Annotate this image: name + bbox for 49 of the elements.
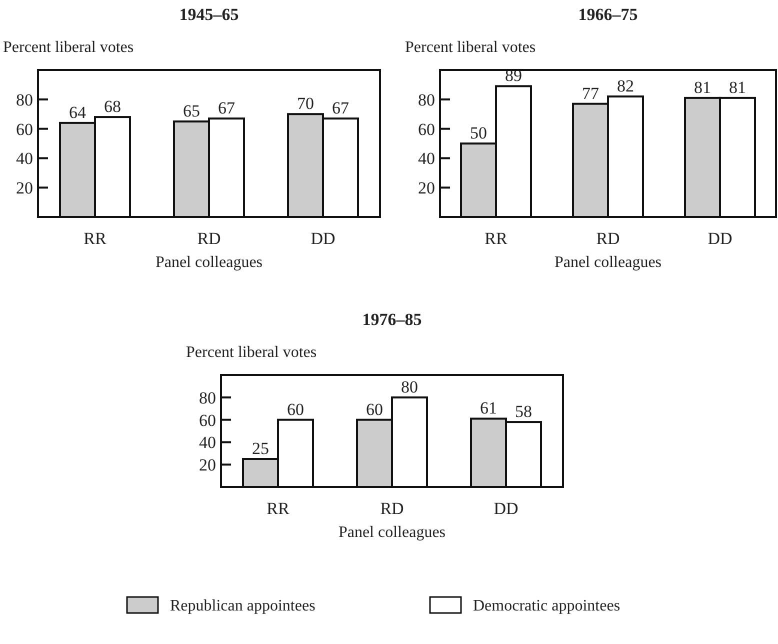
legend-label: Republican appointees (170, 598, 316, 615)
chart-title: 1945–65 (179, 5, 239, 24)
x-tick-label: RR (266, 499, 290, 518)
x-tick-label: DD (708, 229, 732, 248)
chart-title: 1976–85 (362, 310, 422, 329)
x-tick-label: RR (484, 229, 508, 248)
data-label: 80 (401, 377, 418, 396)
x-axis-title: Panel colleagues (155, 254, 263, 271)
data-label: 65 (183, 101, 200, 120)
y-tick-label: 80 (16, 90, 33, 110)
data-label: 25 (252, 439, 269, 458)
chart-title: 1966–75 (578, 5, 638, 24)
y-axis-title: Percent liberal votes (186, 344, 317, 361)
data-label: 81 (694, 78, 711, 97)
y-tick-label: 60 (418, 120, 435, 139)
y-tick-label: 40 (199, 433, 216, 452)
data-label: 60 (366, 400, 383, 419)
data-label: 70 (297, 94, 314, 114)
y-tick-label: 80 (418, 90, 435, 110)
data-label: 68 (104, 97, 121, 116)
y-tick-label: 20 (16, 178, 33, 198)
x-tick-label: RD (197, 229, 221, 248)
data-label: 58 (515, 402, 532, 422)
y-axis-title: Percent liberal votes (405, 39, 536, 56)
y-tick-label: 60 (199, 410, 216, 430)
data-label: 82 (617, 76, 634, 96)
y-tick-label: 60 (16, 120, 33, 139)
x-tick-label: RD (380, 499, 404, 518)
data-label: 50 (470, 124, 487, 142)
x-axis-title: Panel colleagues (338, 524, 446, 541)
data-label: 61 (480, 398, 497, 418)
y-tick-label: 80 (199, 388, 216, 408)
x-tick-label: RD (596, 229, 620, 248)
x-axis-title: Panel colleagues (554, 254, 662, 271)
x-tick-label: DD (494, 499, 518, 518)
x-tick-label: RR (84, 229, 107, 248)
legend-label: Democratic appointees (473, 598, 620, 615)
y-tick-label: 40 (418, 149, 435, 168)
x-tick-label: DD (310, 229, 336, 248)
y-tick-label: 20 (199, 456, 216, 475)
data-label: 60 (287, 400, 304, 419)
data-label: 67 (218, 98, 236, 118)
data-label: 81 (729, 78, 746, 97)
data-label: 64 (69, 102, 86, 122)
y-tick-label: 40 (16, 149, 33, 168)
data-label: 67 (332, 98, 350, 118)
data-label: 77 (582, 84, 600, 103)
y-tick-label: 20 (418, 178, 435, 198)
y-axis-title: Percent liberal votes (3, 39, 134, 56)
